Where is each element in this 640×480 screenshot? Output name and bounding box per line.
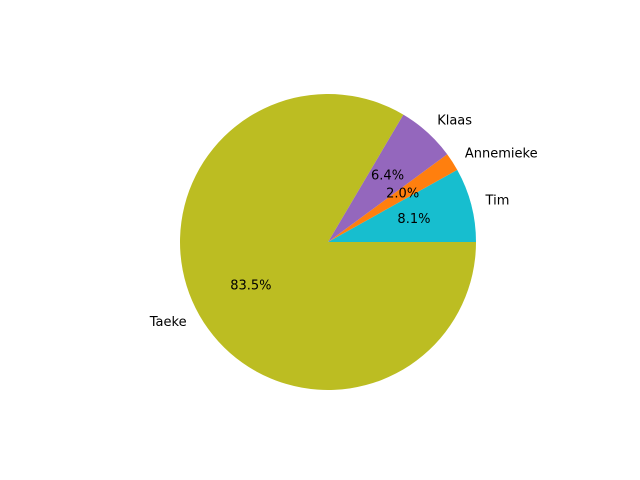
pie-slices <box>180 93 477 390</box>
slice-label-annemieke: Annemieke <box>465 146 538 161</box>
pie-labels: Tim 8.1% Annemieke 2.0% Klaas 6.4% Taeke 83.5% <box>149 114 538 330</box>
pct-label-taeke: 83.5% <box>230 278 271 293</box>
slice-label-taeke: Taeke <box>149 315 187 330</box>
pie-slice-klaas <box>328 114 448 242</box>
pie-slice-taeke <box>180 93 477 390</box>
slice-label-klaas: Klaas <box>437 114 472 129</box>
pct-label-annemieke: 2.0% <box>386 186 419 201</box>
pct-label-klaas: 6.4% <box>371 169 404 184</box>
pct-label-tim: 8.1% <box>397 212 430 227</box>
pie-slice-annemieke <box>328 154 458 242</box>
pie-slice-tim <box>328 169 476 242</box>
slice-label-tim: Tim <box>485 194 510 209</box>
